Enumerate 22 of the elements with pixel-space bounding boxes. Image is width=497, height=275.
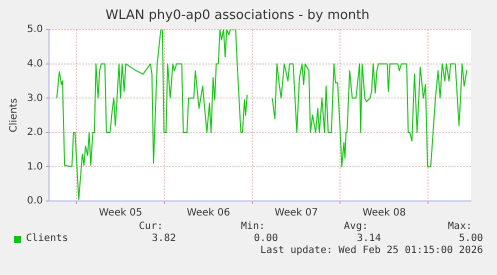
x-tick-label: Week 07: [274, 208, 318, 219]
y-tick-label: 2.0: [26, 127, 43, 138]
text: 5.00: [458, 233, 483, 245]
x-tick-label: Week 05: [98, 208, 142, 219]
y-tick-label: 3.0: [26, 92, 43, 104]
text: 3.14: [356, 233, 381, 245]
y-tick-label: 0.0: [26, 196, 43, 207]
y-axis-title: Clients: [8, 98, 20, 132]
text: 3.82: [152, 233, 176, 245]
y-tick-label: 1.0: [26, 161, 43, 172]
y-tick-label: 5.0: [26, 24, 43, 36]
text: Min:: [240, 221, 265, 233]
text: Cur:: [138, 221, 163, 233]
legend-label: Clients: [26, 233, 68, 245]
chart-title: WLAN phy0-ap0 associations - by month: [105, 8, 370, 24]
y-tick-label: 4.0: [26, 58, 43, 70]
text: Last update: Wed Feb 25 01:15:00 2026: [260, 245, 483, 257]
text: 0.00: [254, 233, 278, 245]
x-tick-label: Week 06: [186, 208, 230, 219]
x-tick-label: Week 08: [362, 208, 406, 219]
text: Max:: [448, 221, 472, 233]
text: Avg:: [344, 221, 368, 233]
